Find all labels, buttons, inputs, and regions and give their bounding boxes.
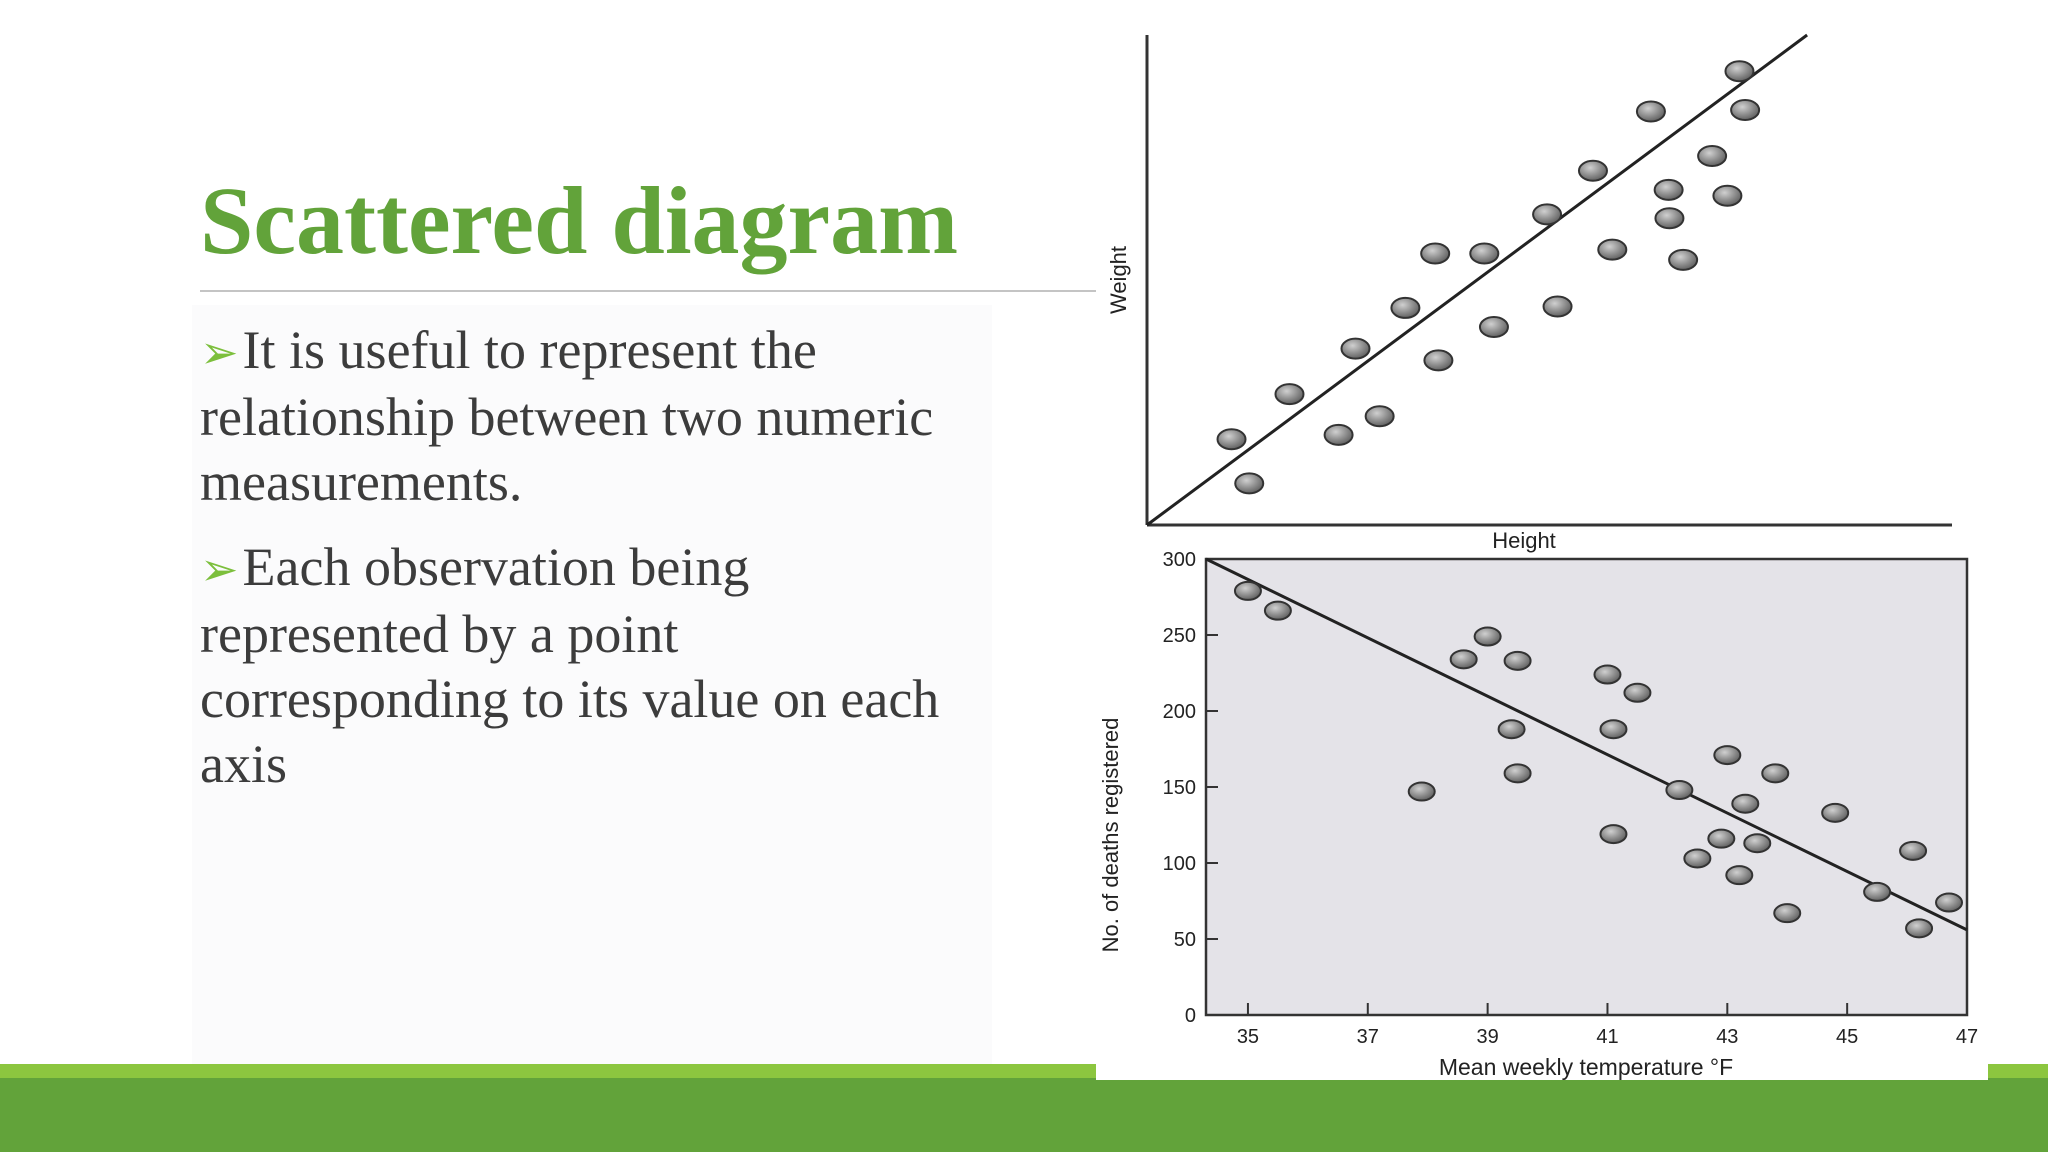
data-point [1712,184,1743,207]
data-point [1935,892,1964,913]
data-point [1730,98,1761,121]
y-axis-label: Weight [1106,246,1131,314]
temperature-deaths-chart: 0 50 100 150 200 250 300 35 37 39 41 43 45 47 No. of… [1098,549,1978,1080]
chart-image: Weight Height 0 50 100 150 200 250 300 35 37 39 4… [1090,0,2020,1085]
y-tick-label: 50 [1174,929,1196,951]
plot-background [1204,557,1969,1017]
data-point [1697,145,1728,168]
trend-line [1205,557,1968,932]
data-point [1905,918,1934,939]
data-point [1599,719,1628,740]
data-point [1364,405,1395,428]
title-divider [200,290,1096,292]
data-point [1233,580,1262,601]
x-tick-label: 45 [1836,1026,1858,1048]
data-point [1713,745,1742,766]
x-ticks: 35 37 39 41 43 45 47 [1237,1003,1978,1048]
point-group [1233,580,1964,939]
data-point [1407,781,1436,802]
data-point [1821,802,1850,823]
data-point [1478,316,1509,339]
data-point [1665,780,1694,801]
data-point [1654,207,1685,230]
y-tick-label: 0 [1185,1005,1196,1027]
bullet-item: ➢It is useful to represent the relations… [188,318,948,515]
data-point [1323,423,1354,446]
data-point [1532,203,1563,226]
x-tick-label: 41 [1596,1026,1618,1048]
x-tick-label: 37 [1357,1026,1379,1048]
data-point [1503,650,1532,671]
bullet-text: It is useful to represent the relationsh… [200,320,934,512]
point-group [1216,60,1761,495]
bullet-item: ➢Each observation being represented by a… [188,535,948,797]
x-tick-label: 35 [1237,1026,1259,1048]
data-point [1599,824,1628,845]
data-point [1423,349,1454,372]
data-point [1390,296,1421,319]
y-tick-label: 300 [1163,549,1196,571]
data-point [1542,295,1573,318]
height-weight-chart: Weight Height [1106,33,1952,553]
data-point [1593,664,1622,685]
data-point [1707,828,1736,849]
data-point [1635,100,1666,123]
y-axis-label: No. of deaths registered [1098,718,1123,953]
data-point [1743,833,1772,854]
chart-image-edge [1096,1064,1988,1080]
data-point [1449,649,1478,670]
data-point [1340,337,1371,360]
y-tick-label: 100 [1163,853,1196,875]
data-point [1863,881,1892,902]
x-tick-label: 43 [1716,1026,1738,1048]
data-point [1597,238,1628,261]
x-tick-label: 47 [1956,1026,1978,1048]
slide-title: Scattered diagram [200,167,959,274]
text-panel [192,305,992,1065]
data-point [1274,383,1305,406]
data-point [1497,719,1526,740]
x-axis-label: Mean weekly temperature °F [1439,1054,1733,1080]
data-point [1773,903,1802,924]
x-axis-label: Height [1492,528,1556,553]
data-point [1503,763,1532,784]
arrow-bullet-icon: ➢ [200,325,239,379]
data-point [1725,865,1754,886]
data-point [1469,242,1500,265]
data-point [1761,763,1790,784]
data-point [1234,472,1265,495]
y-tick-label: 250 [1163,625,1196,647]
data-point [1668,248,1699,271]
data-point [1724,60,1755,83]
data-point [1899,840,1928,861]
data-point [1420,242,1451,265]
data-point [1623,682,1652,703]
trend-line [1146,33,1808,527]
data-point [1216,428,1247,451]
x-tick-label: 39 [1477,1026,1499,1048]
y-tick-label: 150 [1163,777,1196,799]
y-tick-label: 200 [1163,701,1196,723]
data-point [1263,600,1292,621]
footer-band-dark [0,1078,2048,1152]
data-point [1683,848,1712,869]
bullet-list: ➢It is useful to represent the relations… [188,318,948,817]
data-point [1473,626,1502,647]
data-point [1653,178,1684,201]
bullet-text: Each observation being represented by a … [200,537,940,794]
arrow-bullet-icon: ➢ [200,542,239,596]
data-point [1577,159,1608,182]
data-point [1731,793,1760,814]
charts-svg: Weight Height 0 50 100 150 200 250 300 35 37 39 4… [1098,33,1978,1080]
y-ticks: 0 50 100 150 200 250 300 [1163,549,1218,1027]
